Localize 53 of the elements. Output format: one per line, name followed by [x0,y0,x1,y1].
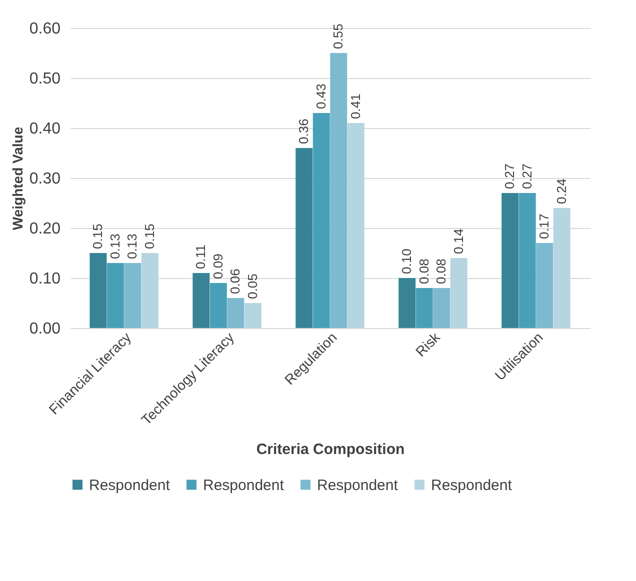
data-label: 0.17 [536,214,552,239]
data-label: 0.05 [244,274,260,299]
bar [330,53,348,328]
data-label: 0.43 [313,84,328,109]
bar [210,283,227,328]
bar [347,123,364,328]
y-tick-label: 0.00 [29,320,61,338]
data-label: 0.14 [450,228,466,254]
data-label: 0.13 [107,234,122,259]
bar [192,273,210,328]
data-label: 0.08 [416,258,432,284]
bar [502,193,519,328]
legend-label: Respondent [203,476,285,494]
y-tick-label: 0.20 [29,220,61,238]
data-label: 0.27 [519,164,534,189]
data-label: 0.55 [330,24,346,49]
bar [227,298,244,328]
bar [296,148,313,328]
y-tick-label: 0.40 [29,120,61,138]
data-label: 0.41 [348,94,363,119]
y-tick-label: 0.50 [29,70,61,88]
bar [416,288,433,328]
data-label: 0.27 [502,164,518,189]
y-axis-title: Weighted Value [9,126,26,230]
y-tick-label: 0.60 [29,20,61,38]
data-label: 0.10 [399,248,414,274]
bar [450,258,468,328]
bar [433,288,450,328]
data-label: 0.06 [228,268,243,294]
data-label: 0.09 [210,254,226,279]
bar [141,253,158,328]
bar [124,263,142,328]
bar [244,303,262,328]
bar [553,208,570,328]
bar [90,253,107,328]
bar [536,243,554,328]
legend-label: Respondent [89,476,171,494]
y-tick-label: 0.10 [29,270,61,288]
y-tick-label: 0.30 [29,170,61,188]
x-axis-title: Criteria Composition [256,440,405,458]
legend-label: Respondent [317,476,399,494]
bar [312,113,330,328]
data-label: 0.08 [434,258,449,284]
bar [106,263,124,328]
bar [398,278,416,328]
data-label: 0.11 [193,244,208,269]
data-label: 0.15 [142,224,157,249]
bar [518,193,536,328]
data-label: 0.13 [124,234,140,259]
data-label: 0.24 [554,178,569,204]
data-label: 0.15 [90,224,106,249]
data-label: 0.36 [296,118,312,144]
legend-label: Respondent [431,476,513,494]
